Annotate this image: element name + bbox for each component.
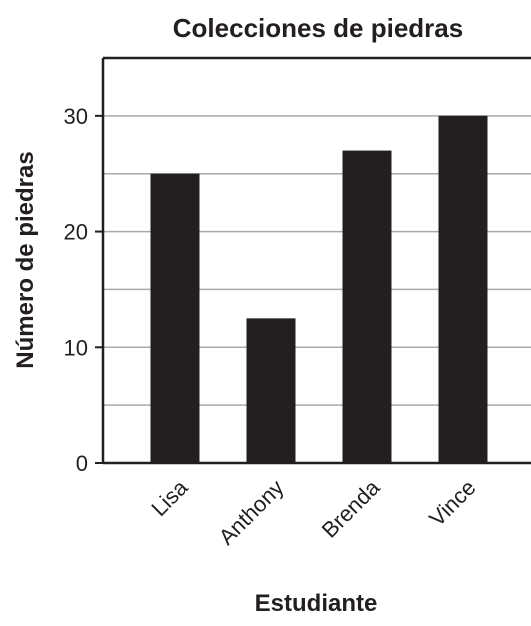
y-axis-label: Número de piedras — [12, 151, 39, 368]
y-tick-label-30: 30 — [64, 104, 88, 129]
y-tick-label-20: 20 — [64, 220, 88, 245]
x-category-label-brenda: Brenda — [317, 474, 385, 542]
bar-lisa — [150, 173, 200, 463]
x-axis-categories: Lisa Anthony Brenda Vince — [146, 474, 480, 549]
x-axis-label: Estudiante — [255, 590, 378, 617]
x-category-label-lisa: Lisa — [146, 474, 193, 521]
x-category-label-anthony: Anthony — [214, 475, 289, 550]
bar-anthony — [246, 318, 296, 463]
y-axis-ticks: 0 10 20 30 — [64, 104, 103, 476]
x-category-label-vince: Vince — [424, 475, 480, 531]
y-tick-label-10: 10 — [64, 335, 88, 360]
bar-vince — [438, 115, 488, 463]
y-tick-label-0: 0 — [76, 451, 88, 476]
bar-brenda — [342, 150, 392, 464]
chart-title: Colecciones de piedras — [173, 13, 463, 43]
bars — [150, 115, 488, 464]
plot-frame — [101, 56, 531, 465]
